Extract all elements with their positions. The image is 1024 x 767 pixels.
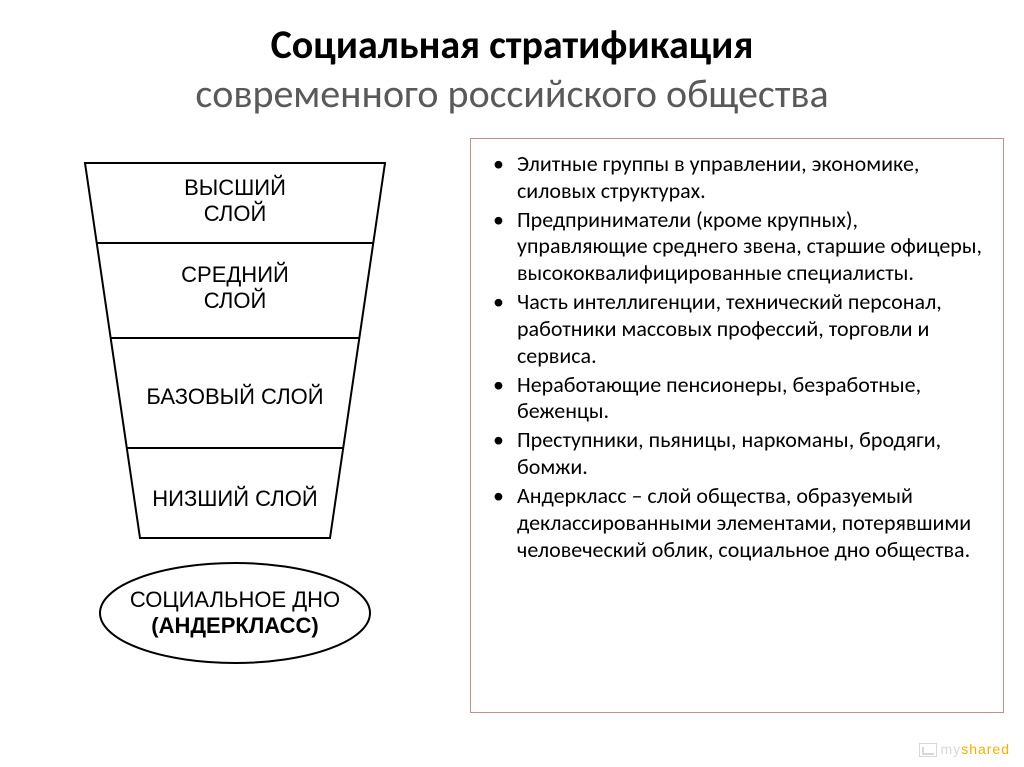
ellipse-label-1: СОЦИАЛЬНОЕ ДНО xyxy=(130,587,340,612)
layer-label-1b: СЛОЙ xyxy=(204,288,267,313)
layer-label-3a: НИЗШИЙ СЛОЙ xyxy=(152,486,317,511)
watermark: myshared xyxy=(919,741,1010,757)
layer-label-0b: СЛОЙ xyxy=(204,201,267,226)
bullet-item: Предприниматели (кроме крупных), управля… xyxy=(481,207,989,287)
bullet-item: Неработающие пенсионеры, безработные, бе… xyxy=(481,372,989,426)
watermark-icon xyxy=(919,743,937,757)
bullet-item: Элитные группы в управлении, экономике, … xyxy=(481,151,989,205)
watermark-prefix: my xyxy=(941,741,962,757)
diagram-svg: ВЫСШИЙ СЛОЙ СРЕДНИЙ СЛОЙ БАЗОВЫЙ СЛОЙ НИ… xyxy=(20,138,450,708)
layer-label-2a: БАЗОВЫЙ СЛОЙ xyxy=(146,384,323,409)
title-line1: Социальная стратификация xyxy=(40,20,984,69)
bullet-list: Элитные группы в управлении, экономике, … xyxy=(481,151,989,563)
content-row: ВЫСШИЙ СЛОЙ СРЕДНИЙ СЛОЙ БАЗОВЫЙ СЛОЙ НИ… xyxy=(0,128,1024,713)
bullet-item: Андеркласс – слой общества, образуемый д… xyxy=(481,483,989,563)
page-title-block: Социальная стратификация современного ро… xyxy=(0,0,1024,128)
title-line2: современного российского общества xyxy=(40,69,984,118)
layer-label-0a: ВЫСШИЙ xyxy=(184,175,286,200)
ellipse-label-2: (АНДЕРКЛАСС) xyxy=(151,613,318,638)
bullet-item: Преступники, пьяницы, наркоманы, бродяги… xyxy=(481,427,989,481)
bullet-panel: Элитные группы в управлении, экономике, … xyxy=(470,138,1004,713)
stratification-diagram: ВЫСШИЙ СЛОЙ СРЕДНИЙ СЛОЙ БАЗОВЫЙ СЛОЙ НИ… xyxy=(20,138,450,713)
watermark-suffix: shared xyxy=(961,741,1010,757)
layer-label-1a: СРЕДНИЙ xyxy=(181,262,289,287)
bullet-item: Часть интеллигенции, технический персона… xyxy=(481,289,989,369)
